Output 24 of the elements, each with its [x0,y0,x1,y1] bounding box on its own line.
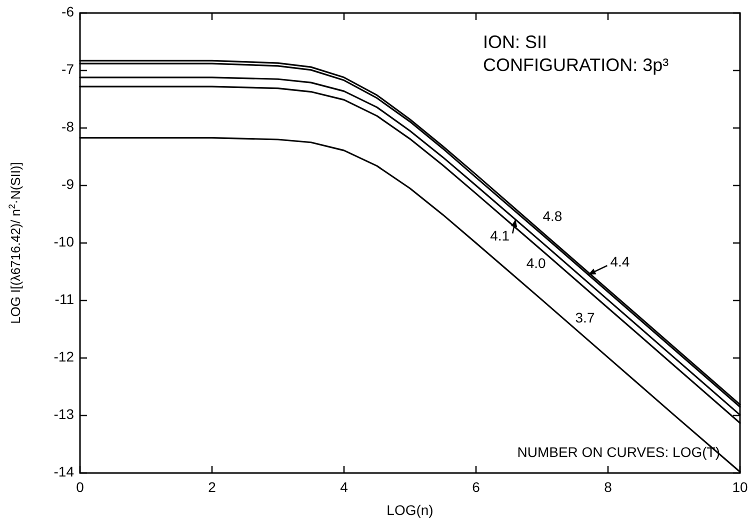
y-tick-label: -10 [54,234,74,250]
x-tick-label: 0 [76,479,84,495]
y-tick-label: -7 [62,61,74,78]
y-tick-label: -14 [54,464,74,480]
y-tick-label: -11 [54,291,74,308]
y-tick-label: -13 [54,406,74,422]
x-tick-label: 8 [604,479,612,495]
annotation: 4.4 [610,253,630,270]
y-tick-label: -9 [62,176,74,192]
y-tick-label: -12 [54,348,74,365]
x-axis-title: LOG(n) [386,502,434,518]
annotation: NUMBER ON CURVES: LOG(T) [517,444,720,460]
x-tick-label: 4 [340,479,348,495]
x-tick-label: 2 [208,479,216,495]
text: ION: SII [483,32,548,52]
annotation: 4.0 [526,254,546,271]
y-tick-label: -6 [62,4,74,20]
x-tick-label: 10 [732,479,748,495]
annotation: 4.8 [542,208,562,224]
x-tick-label: 6 [472,479,480,495]
annotation: 4.1 [490,227,510,244]
annotation: 3.7 [575,309,595,326]
y-tick-label: -8 [62,118,74,135]
text: CONFIGURATION: 3p³ [483,55,669,75]
